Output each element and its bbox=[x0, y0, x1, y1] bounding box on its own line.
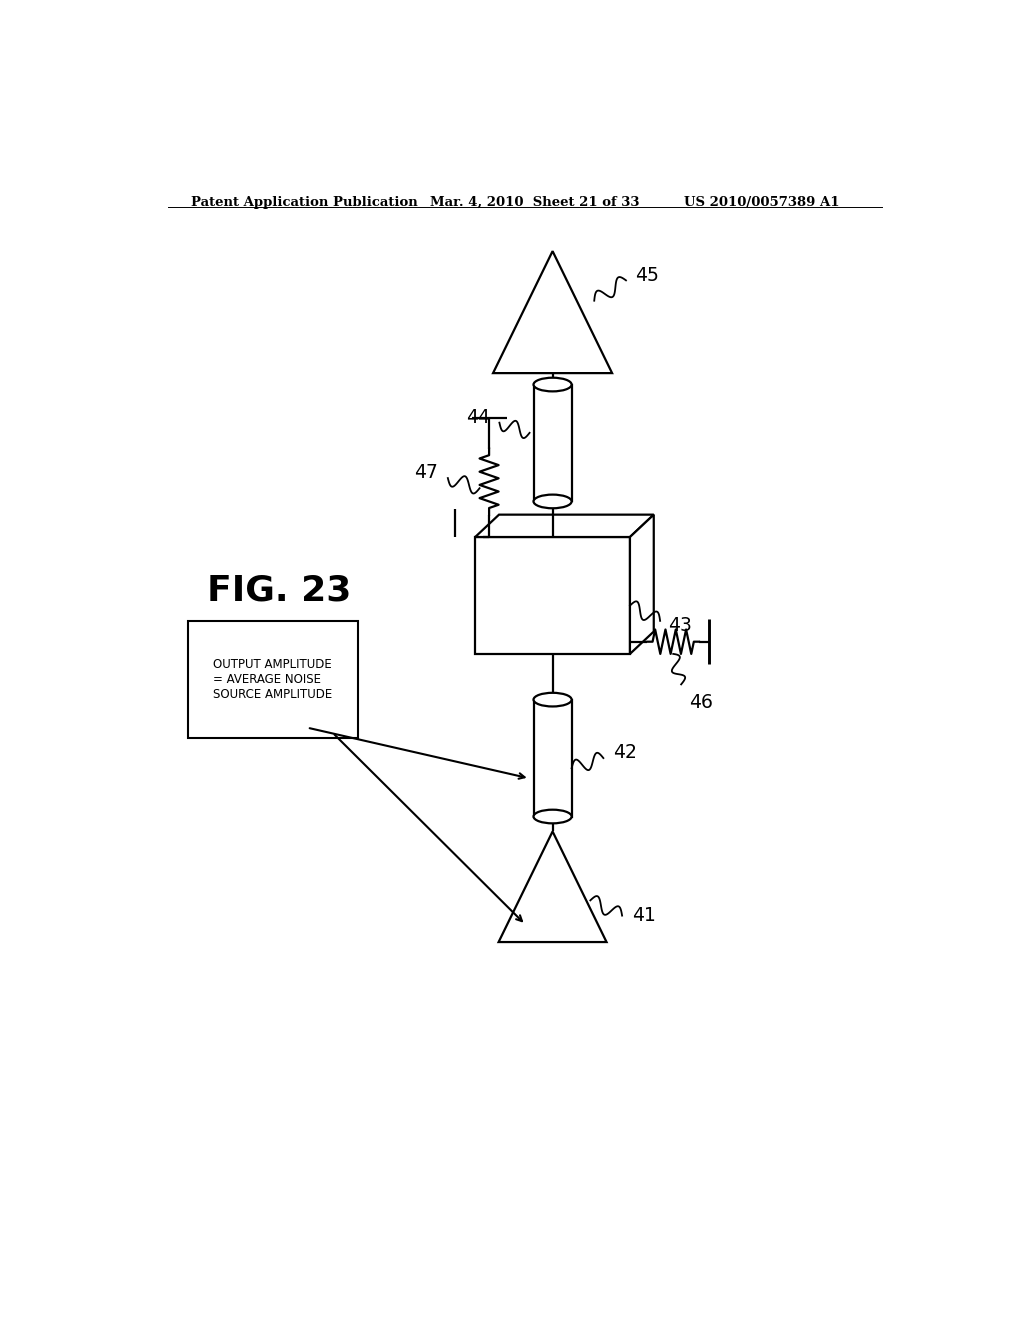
Bar bbox=[475, 537, 630, 653]
Bar bbox=[534, 384, 571, 502]
Ellipse shape bbox=[534, 378, 571, 391]
Text: 44: 44 bbox=[466, 408, 489, 428]
Text: 46: 46 bbox=[689, 693, 713, 711]
Text: 47: 47 bbox=[414, 463, 437, 483]
Text: Mar. 4, 2010  Sheet 21 of 33: Mar. 4, 2010 Sheet 21 of 33 bbox=[430, 195, 639, 209]
Text: Patent Application Publication: Patent Application Publication bbox=[191, 195, 418, 209]
Bar bbox=[534, 700, 571, 817]
Text: 43: 43 bbox=[668, 616, 692, 635]
Polygon shape bbox=[475, 515, 653, 537]
Ellipse shape bbox=[534, 495, 571, 508]
Text: 45: 45 bbox=[636, 265, 659, 285]
Polygon shape bbox=[630, 515, 653, 653]
Text: OUTPUT AMPLITUDE
= AVERAGE NOISE
SOURCE AMPLITUDE: OUTPUT AMPLITUDE = AVERAGE NOISE SOURCE … bbox=[213, 657, 333, 701]
Text: 42: 42 bbox=[613, 743, 637, 763]
Ellipse shape bbox=[534, 693, 571, 706]
Bar bbox=[187, 620, 358, 738]
Text: US 2010/0057389 A1: US 2010/0057389 A1 bbox=[684, 195, 839, 209]
Text: FIG. 23: FIG. 23 bbox=[207, 573, 351, 607]
Text: 41: 41 bbox=[632, 906, 655, 925]
Ellipse shape bbox=[534, 809, 571, 824]
